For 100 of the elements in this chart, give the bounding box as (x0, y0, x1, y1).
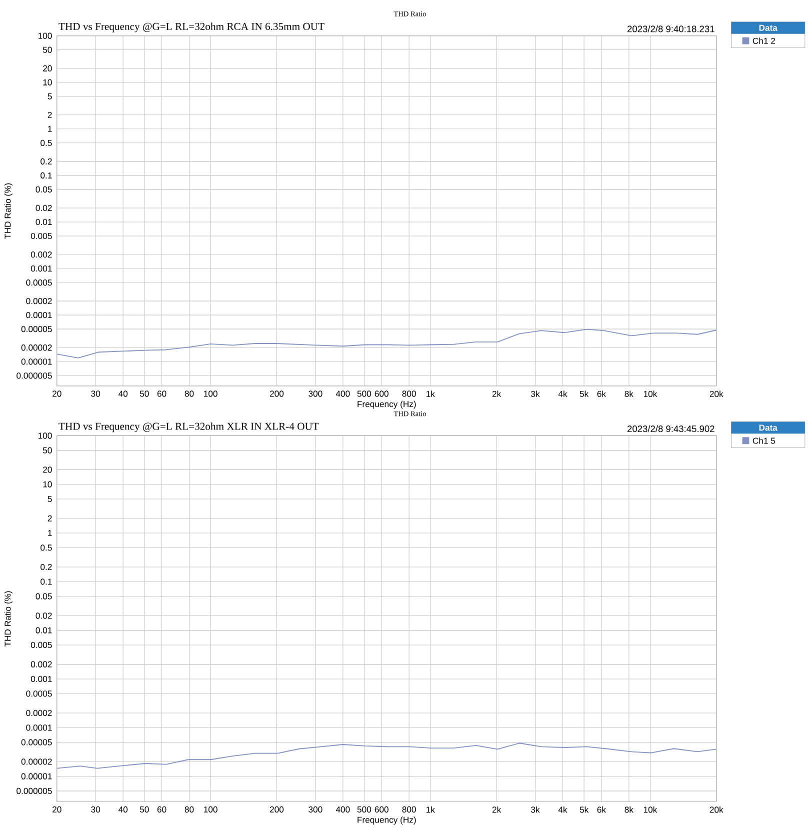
x-tick-label: 8k (624, 390, 634, 397)
legend-label: Ch1 2 (752, 38, 776, 44)
x-tick-label: 4k (558, 806, 568, 813)
y-tick-label: 0.0002 (26, 710, 52, 716)
y-tick-label: 0.2 (40, 158, 52, 164)
chart-subtitle: THD vs Frequency @G=L RL=32ohm RCA IN 6.35mm OUT (58, 22, 324, 32)
x-axis-title: Frequency (Hz) (358, 400, 416, 409)
x-tick-label: 100 (204, 806, 218, 813)
y-tick-label: 0.0002 (26, 298, 52, 304)
y-tick-label: 0.1 (40, 172, 52, 178)
x-tick-label: 10k (644, 390, 658, 397)
y-tick-label: 0.02 (36, 204, 52, 212)
y-tick-label: 0.0005 (26, 279, 52, 286)
y-tick-label: 0.0005 (26, 690, 52, 697)
x-tick-label: 60 (157, 390, 166, 397)
x-tick-label: 5k (580, 806, 589, 813)
y-tick-label: 0.2 (40, 564, 52, 570)
x-tick-label: 500 (357, 390, 372, 397)
y-tick-label: 0.00001 (21, 773, 52, 780)
y-tick-label: 0.00005 (21, 739, 52, 746)
x-axis-title: Frequency (Hz) (358, 816, 416, 825)
x-tick-label: 4k (558, 390, 568, 397)
y-tick-label: 0.00001 (21, 358, 52, 365)
y-tick-label: 20 (43, 466, 52, 473)
x-tick-label: 2k (492, 390, 502, 397)
y-tick-label: 0.05 (36, 186, 52, 192)
y-tick-label: 0.002 (31, 251, 52, 258)
x-tick-label: 20k (710, 390, 724, 397)
y-tick-label: 0.5 (40, 544, 52, 551)
text: 2023/2/8 9:43:45.902 (628, 425, 714, 432)
y-tick-label: 2 (48, 515, 52, 522)
x-tick-label: 600 (374, 390, 389, 397)
x-tick-label: 800 (402, 806, 416, 813)
x-tick-label: 3k (531, 390, 540, 397)
y-tick-label: 10 (43, 79, 52, 86)
x-tick-label: 6k (597, 390, 606, 397)
chart-subtitle: THD vs Frequency @G=L RL=32ohm XLR IN XLR-4 OUT (58, 422, 319, 432)
y-tick-label: 0.05 (36, 593, 52, 600)
x-tick-label: 50 (140, 806, 149, 813)
y-tick-label: 0.0001 (26, 724, 52, 731)
y-tick-label: 0.00002 (21, 344, 52, 351)
legend-label: Ch1 5 (752, 437, 776, 444)
x-tick-label: 30 (91, 390, 100, 397)
y-tick-label: 0.000005 (16, 788, 52, 794)
x-tick-label: 400 (336, 806, 350, 813)
y-tick-label: 0.002 (31, 661, 52, 668)
x-tick-label: 2k (492, 806, 502, 813)
x-tick-label: 20 (52, 390, 62, 397)
x-tick-label: 6k (597, 806, 606, 813)
x-tick-label: 80 (184, 806, 194, 813)
y-tick-label: 0.1 (40, 578, 52, 585)
x-tick-label: 8k (624, 806, 634, 813)
y-tick-label: 0.005 (31, 642, 52, 648)
y-tick-label: 0.02 (36, 612, 52, 619)
x-tick-label: 600 (374, 806, 389, 813)
legend-title: Data (759, 424, 778, 431)
x-tick-label: 1k (426, 806, 436, 813)
x-tick-label: 100 (204, 390, 218, 397)
y-tick-label: 0.001 (31, 676, 52, 682)
y-tick-label: 5 (48, 93, 52, 100)
y-axis-title: THD Ratio (%) (4, 183, 13, 239)
y-tick-label: 20 (43, 65, 52, 72)
y-tick-label: 0.001 (31, 265, 52, 272)
x-tick-label: 40 (118, 390, 128, 397)
y-tick-label: 2 (48, 112, 52, 118)
y-tick-label: 100 (38, 32, 52, 39)
x-tick-label: 400 (336, 390, 350, 397)
x-tick-label: 80 (184, 390, 194, 397)
x-tick-label: 20k (710, 806, 724, 813)
y-tick-label: 0.01 (36, 218, 52, 226)
x-tick-label: 20 (52, 806, 62, 813)
x-tick-label: 300 (308, 806, 322, 813)
x-tick-label: 800 (402, 390, 416, 397)
x-tick-label: 200 (270, 390, 284, 397)
y-tick-label: 1 (48, 126, 52, 132)
y-tick-label: 100 (38, 432, 52, 439)
y-tick-label: 50 (43, 447, 52, 454)
x-tick-label: 5k (580, 390, 589, 397)
x-tick-label: 300 (308, 390, 322, 397)
text: 2023/2/8 9:40:18.231 (628, 25, 714, 32)
x-tick-label: 40 (118, 806, 128, 813)
y-tick-label: 10 (43, 481, 52, 488)
y-tick-label: 0.000005 (16, 372, 52, 379)
x-tick-label: 3k (531, 806, 540, 813)
y-tick-label: 0.5 (40, 140, 52, 146)
y-tick-label: 50 (43, 46, 52, 53)
y-tick-label: 5 (48, 496, 52, 502)
x-tick-label: 1k (426, 390, 436, 397)
y-tick-label: 0.00002 (21, 758, 52, 765)
x-tick-label: 50 (140, 390, 149, 397)
x-tick-label: 10k (644, 806, 658, 813)
y-tick-label: 0.005 (31, 232, 52, 240)
y-tick-label: 0.01 (36, 627, 52, 634)
x-tick-label: 500 (357, 806, 372, 813)
y-tick-label: 0.0001 (26, 312, 52, 318)
x-tick-label: 200 (270, 806, 284, 813)
y-tick-label: 1 (48, 530, 52, 536)
y-tick-label: 0.00005 (21, 326, 52, 332)
legend-title: Data (759, 24, 778, 31)
x-tick-label: 60 (157, 806, 166, 813)
